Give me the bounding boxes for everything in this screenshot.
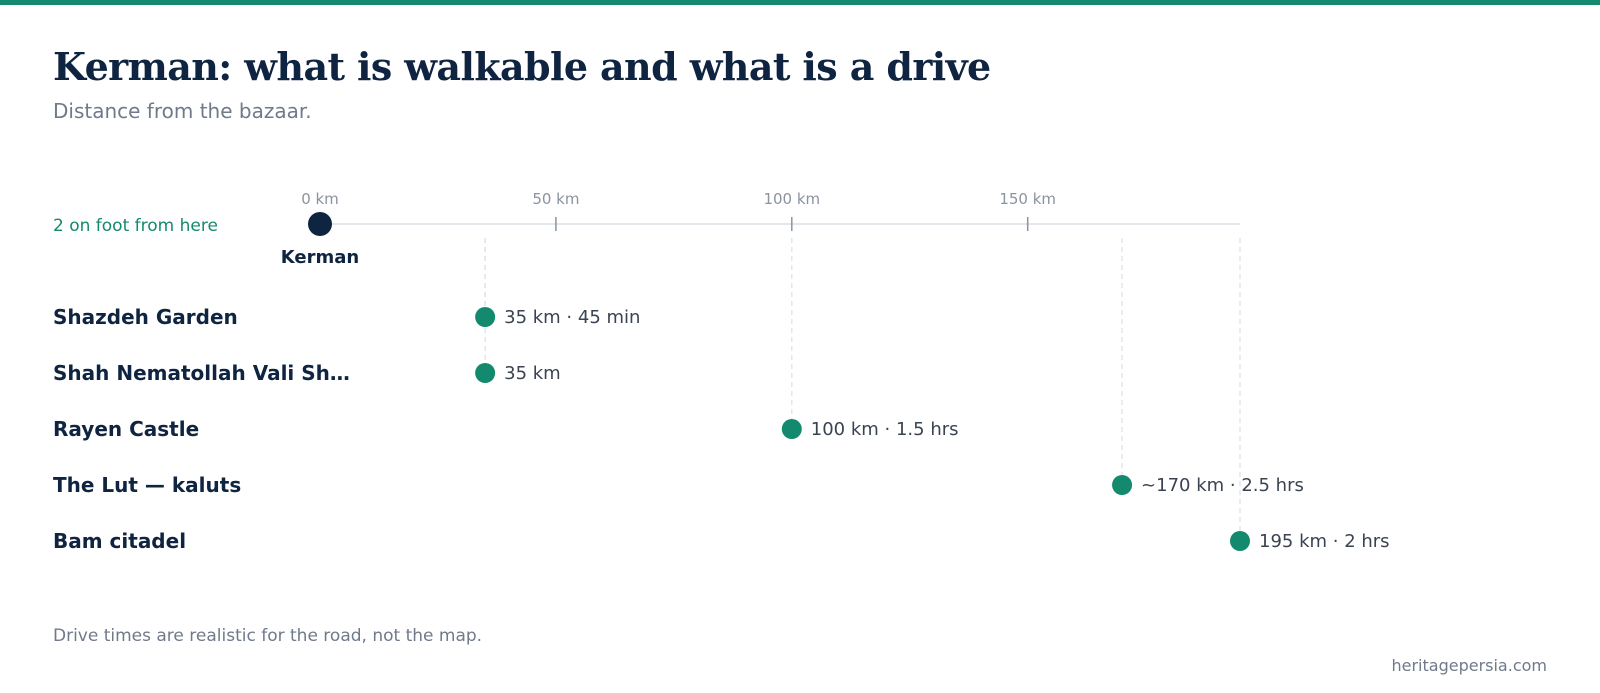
destination-name: Bam citadel bbox=[53, 529, 186, 553]
destination-name: The Lut — kaluts bbox=[53, 473, 241, 497]
accent-bar bbox=[0, 0, 1600, 5]
tick-label: 150 km bbox=[999, 190, 1056, 208]
destination-dot bbox=[475, 307, 496, 327]
destination-value-label: 35 km · 45 min bbox=[504, 307, 640, 328]
chart-subtitle: Distance from the bazaar. bbox=[53, 99, 312, 123]
tick-label: 50 km bbox=[532, 190, 579, 208]
destination-dot bbox=[475, 363, 496, 383]
destination-dot bbox=[781, 419, 802, 439]
chart-title: Kerman: what is walkable and what is a d… bbox=[53, 44, 991, 89]
destination-name: Shazdeh Garden bbox=[53, 305, 238, 329]
source-credit: heritagepersia.com bbox=[1391, 656, 1547, 675]
destination-value-label: 35 km bbox=[504, 363, 561, 384]
tick-label: 100 km bbox=[763, 190, 820, 208]
destination-name: Rayen Castle bbox=[53, 417, 199, 441]
destination-dot bbox=[1112, 475, 1133, 495]
origin-dot bbox=[308, 212, 332, 236]
destination-value-label: ~170 km · 2.5 hrs bbox=[1141, 475, 1304, 496]
origin-label: Kerman bbox=[281, 247, 359, 268]
destination-value-label: 195 km · 2 hrs bbox=[1259, 531, 1390, 552]
walk-note: 2 on foot from here bbox=[53, 216, 218, 236]
destination-name: Shah Nematollah Vali Sh… bbox=[53, 361, 350, 385]
tick-label: 0 km bbox=[301, 190, 339, 208]
footnote: Drive times are realistic for the road, … bbox=[53, 626, 483, 646]
destination-dot bbox=[1230, 531, 1250, 551]
destination-value-label: 100 km · 1.5 hrs bbox=[811, 419, 959, 440]
